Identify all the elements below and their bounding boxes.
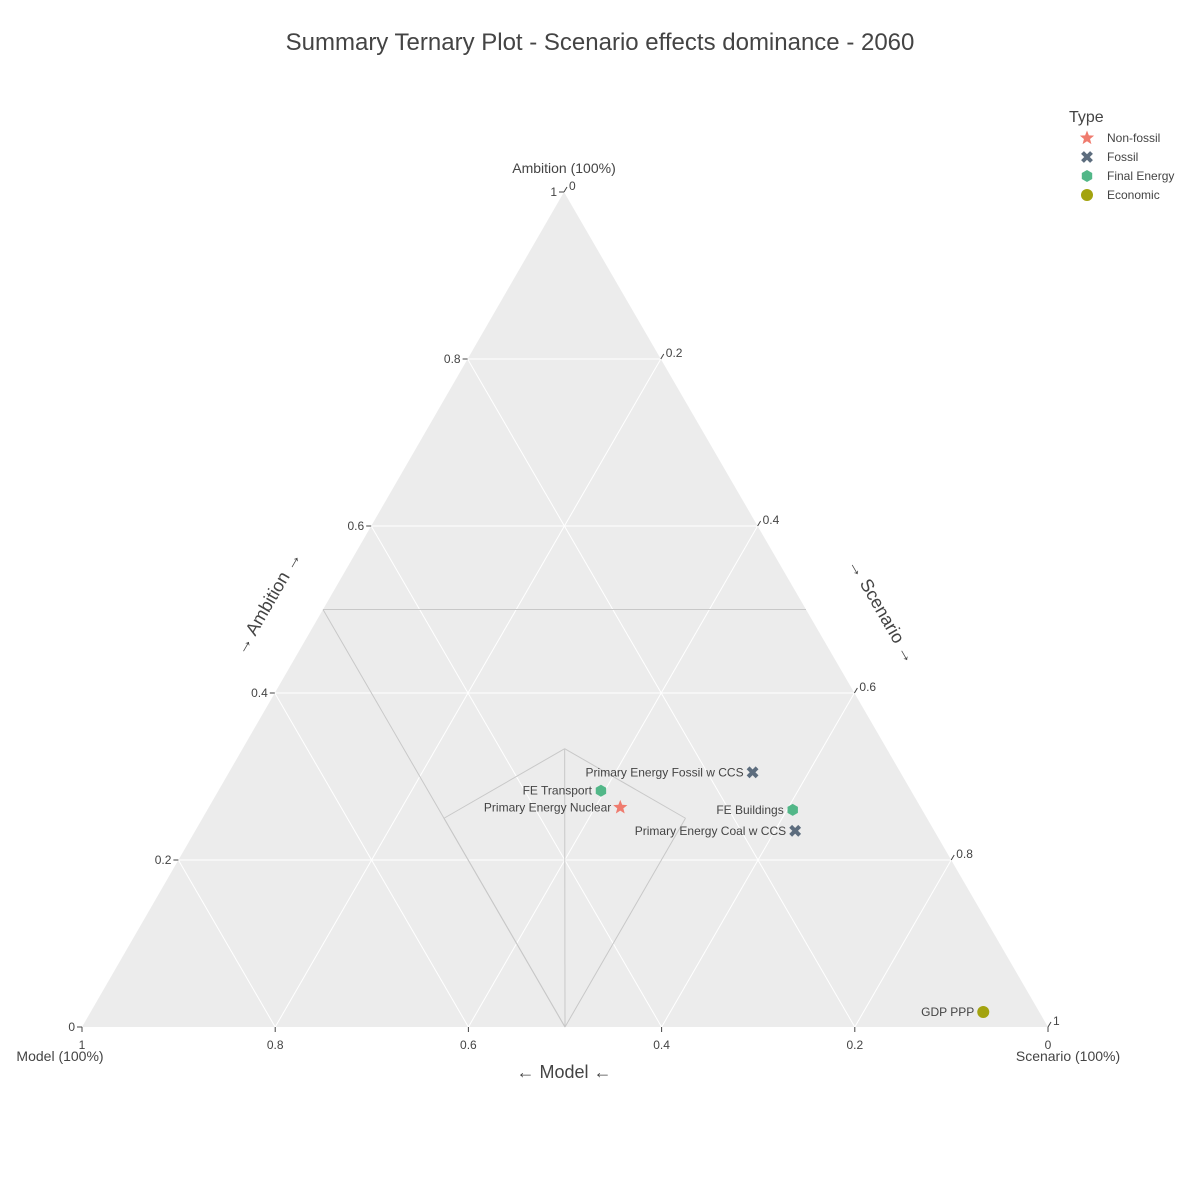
region-line [564, 748, 686, 819]
legend-marker [1081, 151, 1093, 163]
data-point [613, 799, 628, 814]
axis-title-ambition: → Ambition → [230, 548, 305, 658]
data-point [977, 1005, 990, 1018]
data-point-label: FE Buildings [716, 803, 783, 817]
corner-label-scenario: Scenario (100%) [1016, 1048, 1120, 1064]
grid-line [854, 859, 952, 1028]
tick-label-scenario: 0.2 [666, 346, 683, 360]
data-point-label: GDP PPP [921, 1005, 974, 1019]
tick-label-ambition: 0.6 [348, 519, 365, 533]
data-point [746, 766, 759, 779]
tick-label-ambition: 0.4 [251, 686, 268, 700]
data-point [787, 803, 798, 816]
legend-title: Type [1069, 109, 1104, 126]
data-points: Primary Energy Fossil w CCS FE Transport P… [484, 765, 990, 1019]
tick-mark [950, 854, 955, 861]
tick-mark [1047, 1021, 1052, 1028]
legend-entry-label: Final Energy [1107, 169, 1174, 183]
tick-mark [660, 353, 665, 360]
data-point [789, 824, 802, 837]
axis-ticks: 0 0 0 0.2 0.2 0.2 0.4 0.4 0.4 0.6 0.6 0.6 0.8 0.8 0.8 1… [68, 179, 1060, 1052]
axis-title-scenario: → Scenario → [844, 555, 920, 666]
chart-title: Summary Ternary Plot - Scenario effects … [286, 29, 915, 56]
legend-marker [1079, 130, 1095, 145]
tick-label-model: 0.8 [267, 1038, 284, 1052]
tick-label-model: 0.2 [846, 1038, 863, 1052]
region-line [443, 817, 566, 1028]
dominance-region-lines [322, 609, 806, 1028]
tick-label-ambition: 0.2 [155, 853, 172, 867]
region-line [564, 818, 686, 1028]
legend-entry-label: Non-fossil [1107, 131, 1160, 145]
legend-marker [1081, 189, 1093, 201]
axis-title-model: ← Model ← [516, 1062, 611, 1082]
legend-entry-label: Economic [1107, 188, 1160, 202]
data-point-label: Primary Energy Fossil w CCS [586, 765, 744, 779]
grid-line [177, 859, 276, 1028]
data-point [595, 784, 607, 797]
tick-label-model: 0.6 [460, 1038, 477, 1052]
tick-mark [563, 186, 568, 193]
grid-line [661, 692, 855, 1028]
corner-label-model: Model (100%) [16, 1048, 103, 1064]
tick-label-scenario: 0.4 [763, 513, 780, 527]
tick-label-model: 0 [1045, 1038, 1052, 1052]
tick-label-ambition: 0 [68, 1020, 75, 1034]
tick-label-model: 1 [79, 1038, 86, 1052]
tick-mark [757, 520, 762, 527]
corner-label-ambition: Ambition (100%) [512, 160, 616, 176]
legend-entry-label: Fossil [1107, 150, 1138, 164]
data-point-label: FE Transport [523, 784, 593, 798]
legend: Type Non-fossil Fossil Final Energy Economi… [1069, 109, 1174, 202]
tick-label-scenario: 0.8 [956, 847, 973, 861]
grid-line [274, 692, 469, 1028]
tick-label-scenario: 0.6 [859, 680, 876, 694]
tick-label-ambition: 1 [550, 185, 557, 199]
tick-label-ambition: 0.8 [444, 352, 461, 366]
region-line [443, 748, 565, 819]
tick-label-scenario: 0 [569, 179, 576, 193]
tick-mark [853, 687, 858, 694]
tick-label-scenario: 1 [1053, 1014, 1060, 1028]
tick-label-model: 0.4 [653, 1038, 670, 1052]
data-point-label: Primary Energy Coal w CCS [635, 824, 786, 838]
data-point-label: Primary Energy Nuclear [484, 800, 611, 814]
legend-marker [1081, 170, 1093, 182]
